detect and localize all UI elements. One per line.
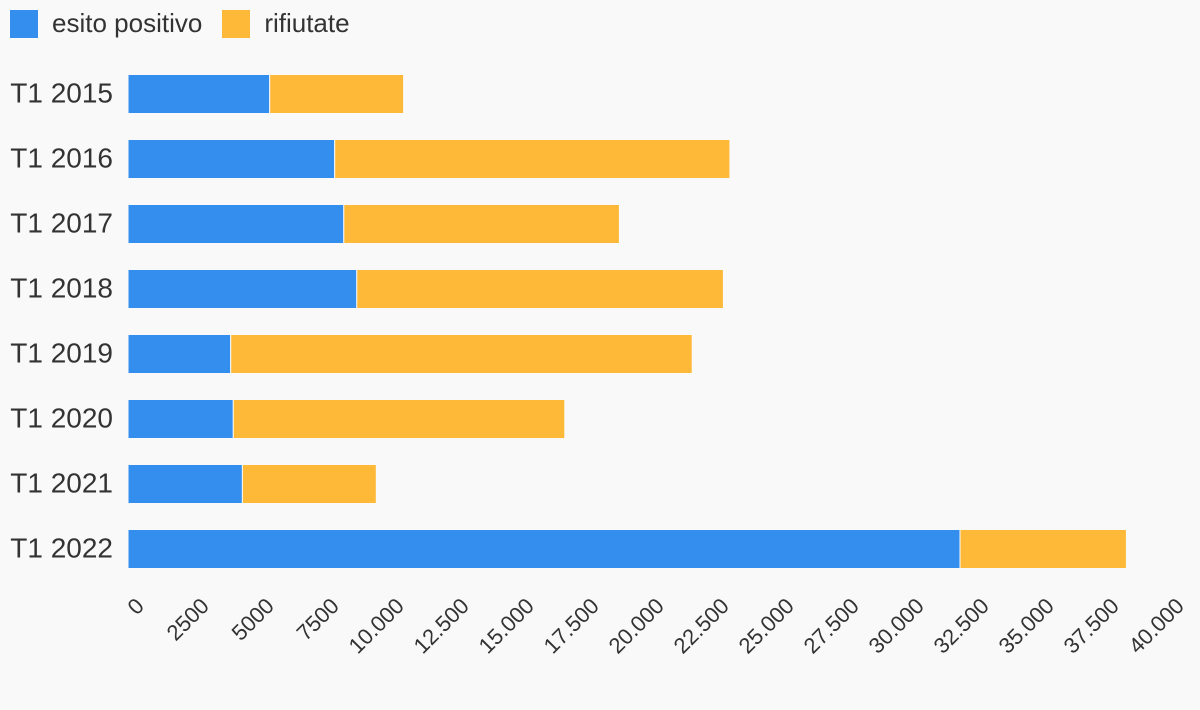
x-tick-label: 32.500 <box>929 593 994 658</box>
x-tick-label: 10.000 <box>344 593 409 658</box>
x-tick-label: 27.500 <box>799 593 864 658</box>
legend: esito positivo rifiutate <box>10 8 370 39</box>
category-label: T1 2022 <box>10 532 113 563</box>
legend-label-esito-positivo: esito positivo <box>52 8 203 38</box>
bar-esito-positivo <box>127 204 345 244</box>
bar-rifiutate <box>334 139 731 179</box>
category-label: T1 2018 <box>10 272 113 303</box>
bar-rifiutate <box>959 529 1127 569</box>
bar-esito-positivo <box>127 334 232 374</box>
x-tick-label: 0 <box>123 593 149 619</box>
bar-esito-positivo <box>127 464 243 504</box>
category-label: T1 2020 <box>10 402 113 433</box>
category-label: T1 2017 <box>10 207 113 238</box>
legend-label-rifiutate: rifiutate <box>264 8 350 38</box>
category-label: T1 2016 <box>10 142 113 173</box>
legend-item-rifiutate: rifiutate <box>222 8 350 39</box>
category-label: T1 2015 <box>10 77 113 108</box>
legend-swatch-esito-positivo <box>10 9 38 38</box>
category-label: T1 2019 <box>10 337 113 368</box>
bar-esito-positivo <box>127 269 358 309</box>
x-tick-label: 22.500 <box>669 593 734 658</box>
category-label: T1 2021 <box>10 467 113 498</box>
bar-esito-positivo <box>127 529 961 569</box>
bar-rifiutate <box>343 204 620 244</box>
bar-esito-positivo <box>127 399 234 439</box>
legend-item-esito-positivo: esito positivo <box>10 8 202 39</box>
x-tick-label: 37.500 <box>1059 593 1124 658</box>
x-tick-label: 25.000 <box>734 593 799 658</box>
x-tick-label: 17.500 <box>539 593 604 658</box>
bar-rifiutate <box>230 334 693 374</box>
x-tick-label: 40.000 <box>1124 593 1189 658</box>
x-tick-label: 7500 <box>292 593 344 645</box>
x-tick-label: 15.000 <box>474 593 539 658</box>
legend-swatch-rifiutate <box>222 9 251 38</box>
bar-esito-positivo <box>127 139 336 179</box>
x-tick-label: 30.000 <box>864 593 929 658</box>
bar-rifiutate <box>232 399 566 439</box>
bar-rifiutate <box>269 74 405 114</box>
x-tick-label: 12.500 <box>409 593 474 658</box>
x-tick-label: 20.000 <box>604 593 669 658</box>
bar-esito-positivo <box>127 74 271 114</box>
x-tick-label: 35.000 <box>994 593 1059 658</box>
bar-rifiutate <box>356 269 724 309</box>
x-tick-label: 2500 <box>162 593 214 645</box>
bar-rifiutate <box>241 464 377 504</box>
x-tick-label: 5000 <box>227 593 279 645</box>
